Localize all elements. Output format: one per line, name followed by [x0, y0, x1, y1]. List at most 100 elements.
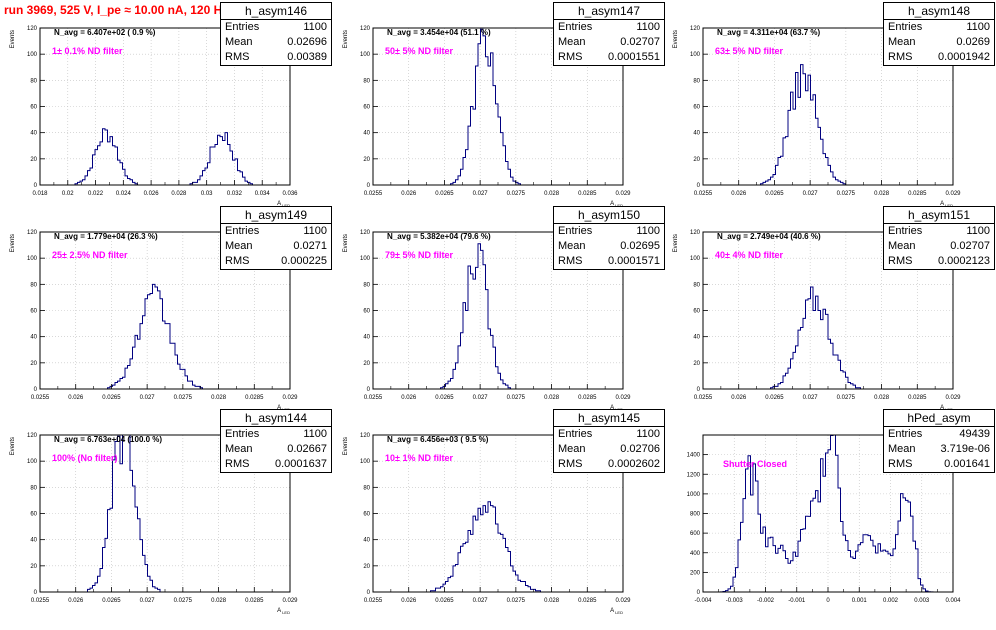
- stats-row-mean: Mean 0.02696: [221, 35, 331, 50]
- navg-label: N_avg = 4.311e+04 (63.7 %): [717, 28, 821, 37]
- y-axis-label: Events: [10, 30, 16, 48]
- histogram-panel-h_asym146: 0.018 0.02 0.022 0.024 0.026 0.028 0.03 0.032 0.…: [0, 2, 332, 223]
- x-tick-label: 0.0255: [364, 191, 383, 197]
- histogram-name: h_asym150: [554, 207, 664, 224]
- stats-value: 0.00389: [287, 51, 327, 63]
- stats-value: 1100: [636, 428, 660, 440]
- histogram-panel-h_asym151: 0.0255 0.026 0.0265 0.027 0.0275 0.028 0.0285 0…: [663, 206, 995, 427]
- y-tick-label: 120: [690, 26, 701, 32]
- stats-row-entries: Entries 1100: [884, 20, 994, 35]
- filter-label: 40± 4% ND filter: [715, 250, 783, 260]
- x-tick-label: 0.026: [401, 598, 417, 604]
- filter-label: 25± 2.5% ND filter: [52, 250, 128, 260]
- y-tick-label: 20: [30, 564, 37, 570]
- x-tick-label: 0.028: [544, 191, 560, 197]
- stats-row-mean: Mean 0.0271: [221, 239, 331, 254]
- x-tick-label: 0.0255: [31, 598, 50, 604]
- stats-key: RMS: [558, 458, 583, 470]
- x-tick-label: 0.0285: [578, 191, 597, 197]
- y-tick-label: 40: [693, 131, 700, 137]
- x-tick-label: 0.0255: [694, 395, 713, 401]
- histogram-panel-h_asym149: 0.0255 0.026 0.0265 0.027 0.0275 0.028 0.0285 0…: [0, 206, 332, 427]
- histogram-name: h_asym146: [221, 3, 331, 20]
- histogram-panel-h_asym145: 0.0255 0.026 0.0265 0.027 0.0275 0.028 0.0285 0…: [333, 409, 665, 630]
- x-tick-label: -0.001: [788, 598, 806, 604]
- stats-row-mean: Mean 0.02667: [221, 442, 331, 457]
- x-tick-label: 0.028: [211, 598, 227, 604]
- y-axis-label: Events: [10, 437, 16, 455]
- x-tick-label: 0.018: [32, 191, 48, 197]
- stats-key: Mean: [558, 36, 586, 48]
- x-tick-label: 0.028: [211, 395, 227, 401]
- histogram-panel-hPed_asym: -0.004 -0.003 -0.002 -0.001 0 0.001 0.002 0.003…: [663, 409, 995, 630]
- histogram-name: h_asym147: [554, 3, 664, 20]
- histogram-name: h_asym145: [554, 410, 664, 427]
- y-tick-label: 0: [697, 590, 701, 596]
- stats-value: 1100: [303, 21, 327, 33]
- x-tick-label: 0.0275: [174, 395, 193, 401]
- stats-key: RMS: [225, 51, 250, 63]
- x-tick-label: -0.004: [694, 598, 712, 604]
- x-tick-label: 0.0275: [507, 191, 526, 197]
- histogram-plot: 0.018 0.02 0.022 0.024 0.026 0.028 0.03 0.032 0.…: [10, 26, 298, 208]
- stats-row-entries: Entries 1100: [554, 20, 664, 35]
- y-tick-label: 0: [34, 183, 38, 189]
- y-tick-label: 120: [360, 26, 371, 32]
- stats-value: 1100: [303, 428, 327, 440]
- y-tick-label: 200: [690, 570, 701, 576]
- x-tick-label: 0.0255: [364, 598, 383, 604]
- stats-key: RMS: [888, 458, 913, 470]
- stats-row-mean: Mean 0.0269: [884, 35, 994, 50]
- x-tick-label: 0.029: [282, 395, 298, 401]
- y-axis-label: Events: [343, 437, 349, 455]
- stats-value: 0.0001551: [608, 51, 660, 63]
- x-tick-label: 0.029: [945, 395, 961, 401]
- y-tick-label: 1400: [687, 453, 701, 459]
- x-axis-label: A LED: [277, 608, 290, 615]
- y-tick-label: 100: [27, 459, 38, 465]
- y-axis-label: Events: [673, 30, 679, 48]
- stats-key: Mean: [225, 443, 253, 455]
- x-tick-label: 0.029: [615, 395, 631, 401]
- x-tick-label: 0.032: [227, 191, 243, 197]
- x-tick-label: 0.0275: [837, 395, 856, 401]
- x-tick-label: 0.0265: [102, 598, 121, 604]
- x-tick-label: 0.034: [255, 191, 271, 197]
- stats-value: 1100: [636, 21, 660, 33]
- x-tick-label: 0.0265: [765, 395, 784, 401]
- stats-row-entries: Entries 1100: [221, 427, 331, 442]
- stats-row-rms: RMS 0.0002123: [884, 254, 994, 269]
- stats-value: 0.0271: [293, 240, 327, 252]
- stats-value: 0.02696: [287, 36, 327, 48]
- x-tick-label: -0.003: [726, 598, 744, 604]
- x-tick-label: 0.0285: [578, 395, 597, 401]
- filter-label: 100% (No filter): [52, 453, 118, 463]
- stats-key: Entries: [225, 225, 260, 237]
- y-tick-label: 40: [693, 335, 700, 341]
- stats-key: RMS: [888, 51, 913, 63]
- x-tick-label: 0.0285: [245, 395, 264, 401]
- x-tick-label: 0.0285: [245, 598, 264, 604]
- y-tick-label: 20: [363, 564, 370, 570]
- y-axis-label: Events: [673, 234, 679, 252]
- histogram-panel-h_asym147: 0.0255 0.026 0.0265 0.027 0.0275 0.028 0.0285 0…: [333, 2, 665, 223]
- histogram-plot: 0.0255 0.026 0.0265 0.027 0.0275 0.028 0.0285 0…: [343, 433, 631, 615]
- histogram-plot: 0.0255 0.026 0.0265 0.027 0.0275 0.028 0.0285 0…: [673, 230, 961, 412]
- filter-label: Shutter Closed: [723, 459, 788, 469]
- stats-box: h_asym147 Entries 1100 Mean 0.02707 RMS 0.0001…: [553, 2, 665, 66]
- y-tick-label: 100: [27, 256, 38, 262]
- stats-row-mean: Mean 0.02707: [554, 35, 664, 50]
- histogram-panel-h_asym148: 0.0255 0.026 0.0265 0.027 0.0275 0.028 0.0285 0…: [663, 2, 995, 223]
- y-tick-label: 0: [367, 590, 371, 596]
- y-tick-label: 80: [363, 78, 370, 84]
- x-tick-label: 0.0255: [694, 191, 713, 197]
- y-tick-label: 0: [34, 590, 38, 596]
- y-tick-label: 1000: [687, 492, 701, 498]
- histogram-plot: 0.0255 0.026 0.0265 0.027 0.0275 0.028 0.0285 0…: [343, 230, 631, 412]
- stats-row-entries: Entries 1100: [554, 427, 664, 442]
- x-axis-label: A LED: [940, 201, 953, 208]
- stats-row-entries: Entries 49439: [884, 427, 994, 442]
- histogram-series: [703, 286, 953, 390]
- navg-label: N_avg = 6.456e+03 ( 9.5 %): [387, 435, 489, 444]
- stats-key: RMS: [225, 458, 250, 470]
